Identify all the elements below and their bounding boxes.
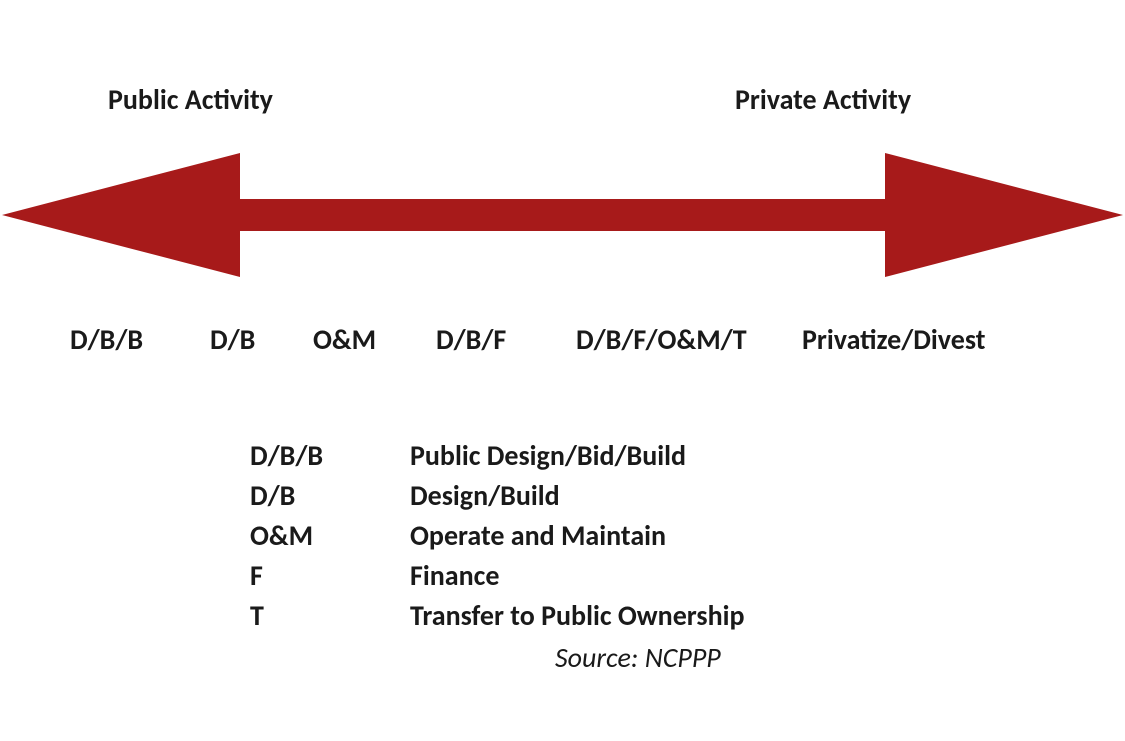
- spectrum-item: O&M: [313, 322, 376, 357]
- spectrum-item: Privatize/Divest: [802, 322, 985, 357]
- legend-row: D/B/BPublic Design/Bid/Build: [250, 436, 745, 476]
- end-label-right: Private Activity: [735, 82, 911, 117]
- legend-abbr: D/B: [250, 476, 410, 516]
- spectrum-item: D/B: [210, 322, 255, 357]
- spectrum-item: D/B/B: [70, 322, 143, 357]
- legend-def: Finance: [410, 556, 499, 596]
- legend-abbr: T: [250, 596, 410, 636]
- double-arrow-icon: [0, 130, 1125, 300]
- legend-row: D/BDesign/Build: [250, 476, 745, 516]
- legend-def: Design/Build: [410, 476, 560, 516]
- legend-abbr: D/B/B: [250, 436, 410, 476]
- spectrum-item: D/B/F: [436, 322, 506, 357]
- legend-abbr: F: [250, 556, 410, 596]
- end-label-left: Public Activity: [108, 82, 273, 117]
- legend-def: Public Design/Bid/Build: [410, 436, 686, 476]
- legend-def: Transfer to Public Ownership: [410, 596, 745, 636]
- legend-row: O&MOperate and Maintain: [250, 516, 745, 556]
- legend-abbr: O&M: [250, 516, 410, 556]
- source-text: Source: NCPPP: [555, 640, 721, 675]
- legend: D/B/BPublic Design/Bid/BuildD/BDesign/Bu…: [250, 436, 745, 636]
- legend-row: FFinance: [250, 556, 745, 596]
- spectrum-arrow: [0, 130, 1125, 300]
- legend-def: Operate and Maintain: [410, 516, 666, 556]
- legend-row: TTransfer to Public Ownership: [250, 596, 745, 636]
- diagram-canvas: Public Activity Private Activity D/B/BD/…: [0, 0, 1125, 741]
- spectrum-item: D/B/F/O&M/T: [576, 322, 747, 357]
